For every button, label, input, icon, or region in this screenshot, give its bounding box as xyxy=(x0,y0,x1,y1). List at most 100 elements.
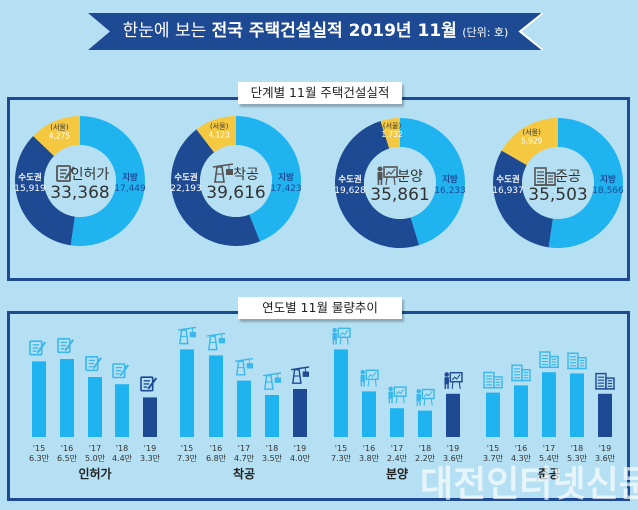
crane-load xyxy=(274,377,281,383)
capital-value: 16,937 xyxy=(492,186,524,196)
stage-name: 준공 xyxy=(555,169,581,185)
presenter-head xyxy=(377,166,383,172)
stage-total: 39,616 xyxy=(206,183,265,203)
bar xyxy=(570,373,584,437)
year-tick-label: '15 xyxy=(335,444,347,453)
board-leg xyxy=(346,337,349,345)
presenter-body xyxy=(444,377,449,385)
value-label: 3.5만 xyxy=(262,454,283,463)
value-label: 5.4만 xyxy=(539,454,560,463)
year-tick-label: '19 xyxy=(599,444,611,453)
year-tick-label: '15 xyxy=(487,444,499,453)
year-tick-label: '16 xyxy=(61,444,73,453)
bar xyxy=(143,397,157,437)
bar xyxy=(237,380,251,437)
board-leg xyxy=(374,379,377,387)
page-title: 한눈에 보는 전국 주택건설실적 2019년 11월 (단위: 호) xyxy=(88,13,543,50)
value-label: 4.0만 xyxy=(290,454,311,463)
slice-region xyxy=(70,116,146,246)
slice-region xyxy=(548,118,623,248)
board-graph xyxy=(385,168,396,176)
crane-icon xyxy=(290,366,310,384)
capital-label: 수도권 xyxy=(174,172,198,183)
watermark: 대전인터넷신문 xyxy=(374,455,638,505)
donut-section-title: 단계별 11월 주택건설실적 xyxy=(238,82,402,104)
bar xyxy=(598,393,612,437)
seoul-label: (서울) xyxy=(210,121,229,130)
board xyxy=(421,388,435,400)
slice-seoul xyxy=(196,116,236,153)
seoul-value: 4,123 xyxy=(208,130,230,139)
stage-name: 분양 xyxy=(397,169,423,185)
board-graph xyxy=(423,390,433,398)
year-tick-label: '18 xyxy=(266,444,278,453)
year-tick-label: '15 xyxy=(33,444,45,453)
buildings-icon xyxy=(595,372,615,390)
pen xyxy=(36,341,47,354)
group-label: 인허가 xyxy=(78,466,111,481)
pen xyxy=(64,339,75,352)
board-leg xyxy=(458,381,461,389)
seoul-label: (서울) xyxy=(383,121,402,130)
crane-icon xyxy=(177,326,197,345)
year-tick-label: '17 xyxy=(89,444,101,453)
capital-value: 15,919 xyxy=(14,184,46,194)
bar xyxy=(115,384,129,437)
stage-name: 인허가 xyxy=(71,167,110,183)
board-leg xyxy=(339,337,342,345)
board-leg xyxy=(430,398,433,406)
presentation-board-icon xyxy=(377,166,398,186)
capital-label: 수도권 xyxy=(338,174,362,185)
board xyxy=(393,386,407,397)
crane-icon xyxy=(206,332,226,351)
crane-tower xyxy=(207,335,218,351)
presenter-head xyxy=(332,327,337,333)
crane-icon xyxy=(262,372,282,390)
crane-load xyxy=(226,169,233,175)
pen xyxy=(119,364,130,377)
board-leg xyxy=(385,176,388,186)
value-label: 6.3만 xyxy=(29,454,50,463)
value-label: 3.8만 xyxy=(359,454,380,463)
buildings-icon xyxy=(511,364,531,382)
board xyxy=(365,369,379,381)
title-prefix: 한눈에 보는 xyxy=(122,21,207,41)
board-graph xyxy=(395,388,405,395)
value-label: 3.7만 xyxy=(483,454,504,463)
crane-tower xyxy=(214,166,225,183)
presentation-board-icon xyxy=(360,369,379,387)
bar xyxy=(446,393,460,437)
buildings-icon xyxy=(534,167,556,186)
seoul-label: (서울) xyxy=(50,123,69,132)
slice-region xyxy=(236,116,301,242)
capital-value: 22,193 xyxy=(170,184,202,194)
bar xyxy=(542,372,556,437)
bar-section-title: 연도별 11월 물량추이 xyxy=(238,297,402,319)
bar xyxy=(486,392,500,437)
region-value: 17,423 xyxy=(270,184,302,194)
board-graph xyxy=(339,329,349,336)
slice-capital xyxy=(493,150,553,248)
bar xyxy=(265,395,279,437)
presenter-head xyxy=(444,372,449,377)
bar xyxy=(514,385,528,437)
seoul-value: 5,929 xyxy=(521,137,543,146)
value-label: 3.3만 xyxy=(140,454,161,463)
stage-total: 35,861 xyxy=(370,185,429,205)
crane-load xyxy=(218,337,225,344)
year-tick-label: '16 xyxy=(363,444,375,453)
value-label: 4.7만 xyxy=(234,454,255,463)
presentation-board-icon xyxy=(332,327,351,345)
crane-load xyxy=(246,363,253,369)
presenter-body xyxy=(416,394,421,402)
donut-center xyxy=(522,147,594,219)
stage-name: 착공 xyxy=(233,167,259,183)
donut-center xyxy=(44,145,116,217)
capital-label: 수도권 xyxy=(18,172,42,183)
buildings-icon xyxy=(567,352,587,370)
donut-center xyxy=(200,145,272,217)
region-value: 18,566 xyxy=(592,186,624,196)
